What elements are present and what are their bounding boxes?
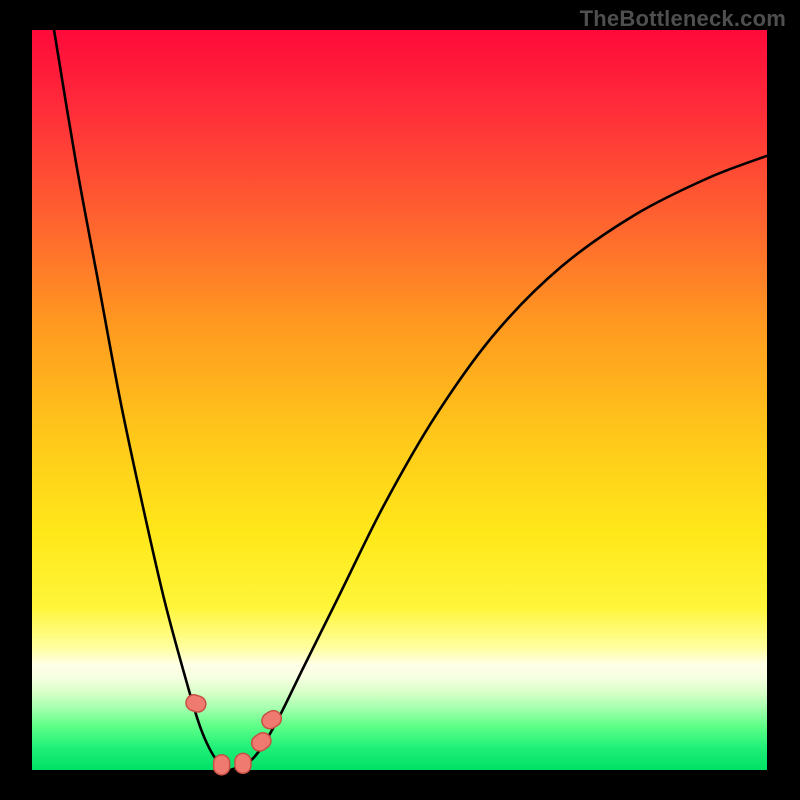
chart-background — [32, 30, 767, 770]
chart-frame: TheBottleneck.com — [0, 0, 800, 800]
chart-svg — [0, 0, 800, 800]
marker-point — [214, 755, 230, 775]
marker-point — [235, 753, 251, 773]
